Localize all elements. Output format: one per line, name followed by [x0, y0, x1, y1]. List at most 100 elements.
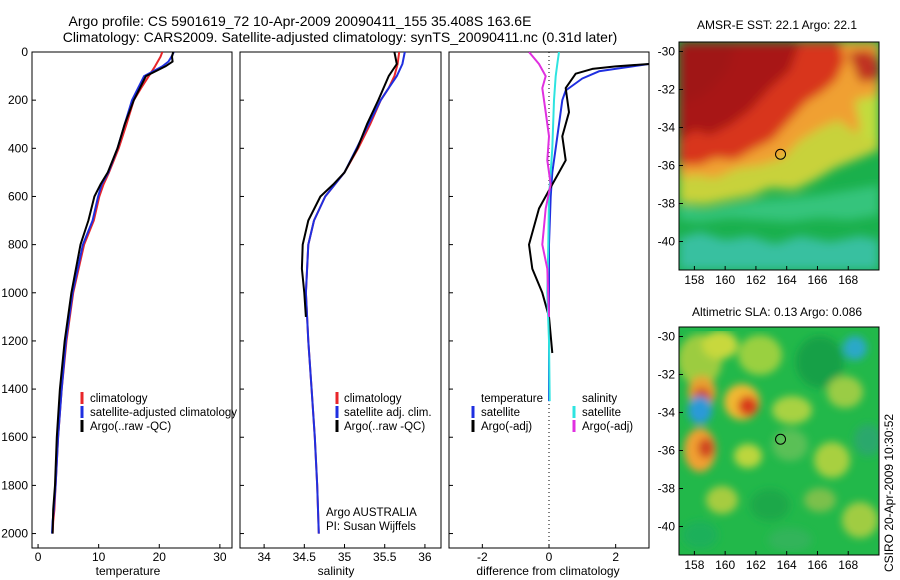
lat-tick-label: -36	[658, 159, 676, 173]
lon-tick-label: 164	[777, 558, 797, 572]
figure-title-line1: Argo profile: CS 5901619_72 10-Apr-2009 …	[69, 13, 532, 29]
lon-tick-label: 166	[807, 558, 827, 572]
legend-label-temp-argo: Argo(-adj)	[481, 421, 532, 433]
salinity-legend: climatology satellite adj. clim. Argo(..…	[335, 392, 432, 433]
legend-label-argo: Argo(..raw -QC)	[90, 421, 171, 433]
lon-tick-label: 160	[715, 273, 735, 287]
argo-raw-qc-line	[51, 52, 175, 534]
lon-tick-label: 164	[777, 273, 797, 287]
sla-map-title: Altimetric SLA: 0.13 Argo: 0.086	[692, 305, 862, 319]
lat-tick-label: -36	[658, 444, 676, 458]
lon-tick-label: 166	[807, 273, 827, 287]
x-tick-label: 0	[35, 550, 42, 564]
legend-label-temp-satellite: satellite	[481, 407, 520, 419]
generation-stamp: CSIRO 20-Apr-2009 10:30:52	[882, 414, 896, 572]
lat-tick-label: -40	[658, 520, 676, 534]
salinity-axis-ticks: 34 34.5 35 35.5 36	[240, 51, 432, 564]
difference-series-lines	[528, 52, 649, 402]
lat-tick-label: -30	[658, 45, 676, 59]
credit-agency: Argo AUSTRALIA	[326, 507, 417, 519]
legend-label-climatology: climatology	[90, 393, 148, 405]
legend-label-climatology: climatology	[344, 393, 402, 405]
credit-pi: PI: Susan Wijffels	[326, 521, 416, 533]
depth-tick-label: 1400	[1, 382, 28, 396]
sla-argo-position-marker	[775, 433, 787, 445]
lon-tick-label: 168	[838, 273, 858, 287]
lon-tick-label: 162	[746, 273, 766, 287]
x-tick-label: -2	[477, 550, 488, 564]
sst-map-field	[679, 42, 879, 270]
lon-tick-label: 160	[715, 558, 735, 572]
x-tick-label: 35	[338, 550, 352, 564]
salinity-series-lines	[300, 52, 406, 534]
legend-label-satellite: satellite-adjusted climatology	[90, 407, 237, 419]
legend-label-satellite: satellite adj. clim.	[344, 407, 432, 419]
x-tick-label: 35.5	[373, 550, 397, 564]
difference-axis-ticks: -2 0 2	[449, 51, 619, 564]
legend-label-sal-argo: Argo(-adj)	[582, 421, 633, 433]
temperature-legend: climatology satellite-adjusted climatolo…	[80, 392, 237, 433]
x-tick-label: 36	[418, 550, 432, 564]
temperature-satellite-line	[548, 63, 649, 402]
depth-tick-label: 600	[8, 189, 28, 203]
depth-tick-label: 1000	[1, 286, 28, 300]
lat-tick-label: -32	[658, 83, 676, 97]
x-tick-label: 20	[153, 550, 167, 564]
lat-tick-label: -32	[658, 368, 676, 382]
temperature-axis-label: temperature	[96, 564, 161, 578]
lat-tick-label: -38	[658, 197, 676, 211]
climatology-line	[51, 52, 164, 534]
salinity-argo-adj-line	[528, 52, 552, 317]
temperature-argo-adj-line	[528, 63, 649, 354]
lat-tick-label: -34	[658, 121, 676, 135]
x-tick-label: 30	[213, 550, 227, 564]
depth-tick-label: 0	[21, 45, 28, 59]
x-tick-label: 10	[92, 550, 106, 564]
temperature-panel-frame	[31, 51, 233, 549]
depth-tick-label: 1800	[1, 478, 28, 492]
depth-axis-ticks: 0 200 400 600 800 1000 1200 1400 1600 1800 2000	[1, 45, 36, 541]
sla-map-field	[679, 327, 879, 555]
sla-map-lon-ticks: 158 160 162 164 166 168	[684, 551, 859, 572]
x-tick-label: 0	[546, 550, 553, 564]
salinity-panel-frame	[239, 51, 442, 549]
depth-tick-label: 200	[8, 93, 28, 107]
difference-axis-label: difference from climatology	[476, 564, 619, 578]
legend-heading-salinity: salinity	[582, 393, 617, 405]
sst-map-frame	[678, 41, 880, 271]
climatology-line	[304, 52, 401, 534]
sla-map-lat-ticks: -30 -32 -34 -36 -38 -40	[658, 330, 683, 534]
sst-map-title: AMSR-E SST: 22.1 Argo: 22.1	[697, 18, 857, 32]
legend-label-argo: Argo(..raw -QC)	[344, 421, 425, 433]
lat-tick-label: -38	[658, 482, 676, 496]
satellite-adj-clim-line	[304, 52, 406, 534]
sst-map-lon-ticks: 158 160 162 164 166 168	[684, 266, 859, 287]
argo-raw-qc-line	[300, 52, 398, 317]
satellite-adjusted-climatology-line	[51, 52, 175, 534]
temperature-series-lines	[51, 52, 175, 534]
depth-tick-label: 1600	[1, 430, 28, 444]
temperature-axis-ticks: 0 10 20 30	[35, 544, 227, 564]
lat-tick-label: -40	[658, 235, 676, 249]
figure-title-line2: Climatology: CARS2009. Satellite-adjuste…	[63, 29, 618, 45]
depth-tick-label: 1200	[1, 334, 28, 348]
lon-tick-label: 162	[746, 558, 766, 572]
depth-tick-label: 800	[8, 238, 28, 252]
lat-tick-label: -34	[658, 406, 676, 420]
salinity-axis-label: salinity	[318, 564, 355, 578]
sla-map-frame	[678, 326, 880, 556]
lon-tick-label: 168	[838, 558, 858, 572]
x-tick-label: 2	[612, 550, 619, 564]
legend-label-sal-satellite: satellite	[582, 407, 621, 419]
sst-map-lat-ticks: -30 -32 -34 -36 -38 -40	[658, 45, 683, 249]
sst-argo-position-marker	[775, 148, 787, 160]
depth-tick-label: 2000	[1, 527, 28, 541]
legend-heading-temperature: temperature	[481, 393, 543, 405]
x-tick-label: 34	[257, 550, 271, 564]
difference-legend: temperature satellite Argo(-adj) salinit…	[471, 393, 633, 433]
x-tick-label: 34.5	[293, 550, 317, 564]
depth-tick-label: 400	[8, 141, 28, 155]
lat-tick-label: -30	[658, 330, 676, 344]
lon-tick-label: 158	[684, 273, 704, 287]
